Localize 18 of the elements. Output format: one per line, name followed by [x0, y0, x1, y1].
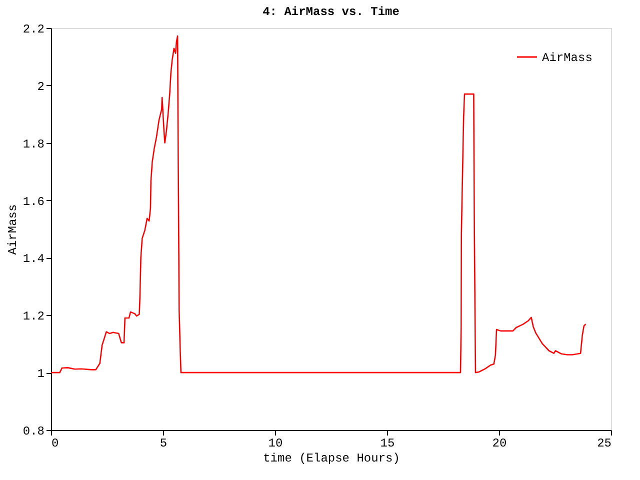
y-tick-label: 1.8 — [22, 137, 44, 152]
y-tick-label: 1 — [37, 367, 44, 382]
x-tick-label: 15 — [380, 436, 395, 450]
y-tick-label: 1.4 — [22, 252, 44, 266]
y-tick-label: 2 — [37, 80, 44, 94]
y-axis-title: AirMass — [6, 204, 20, 255]
x-axis-title: time (Elapse Hours) — [263, 452, 400, 466]
chart-title: 4: AirMass vs. Time — [262, 5, 400, 19]
y-tick-label: 1.2 — [22, 310, 44, 324]
x-tick-label: 0 — [52, 436, 59, 450]
legend-label: AirMass — [542, 51, 592, 65]
y-tick-label: 2.2 — [22, 22, 44, 36]
y-tick-label: 0.8 — [22, 424, 44, 438]
y-tick-label: 1.6 — [22, 194, 44, 209]
x-tick-label: 10 — [268, 436, 283, 450]
x-tick-label: 5 — [160, 436, 168, 450]
x-tick-label: 25 — [597, 436, 612, 450]
x-tick-label: 20 — [492, 436, 507, 450]
